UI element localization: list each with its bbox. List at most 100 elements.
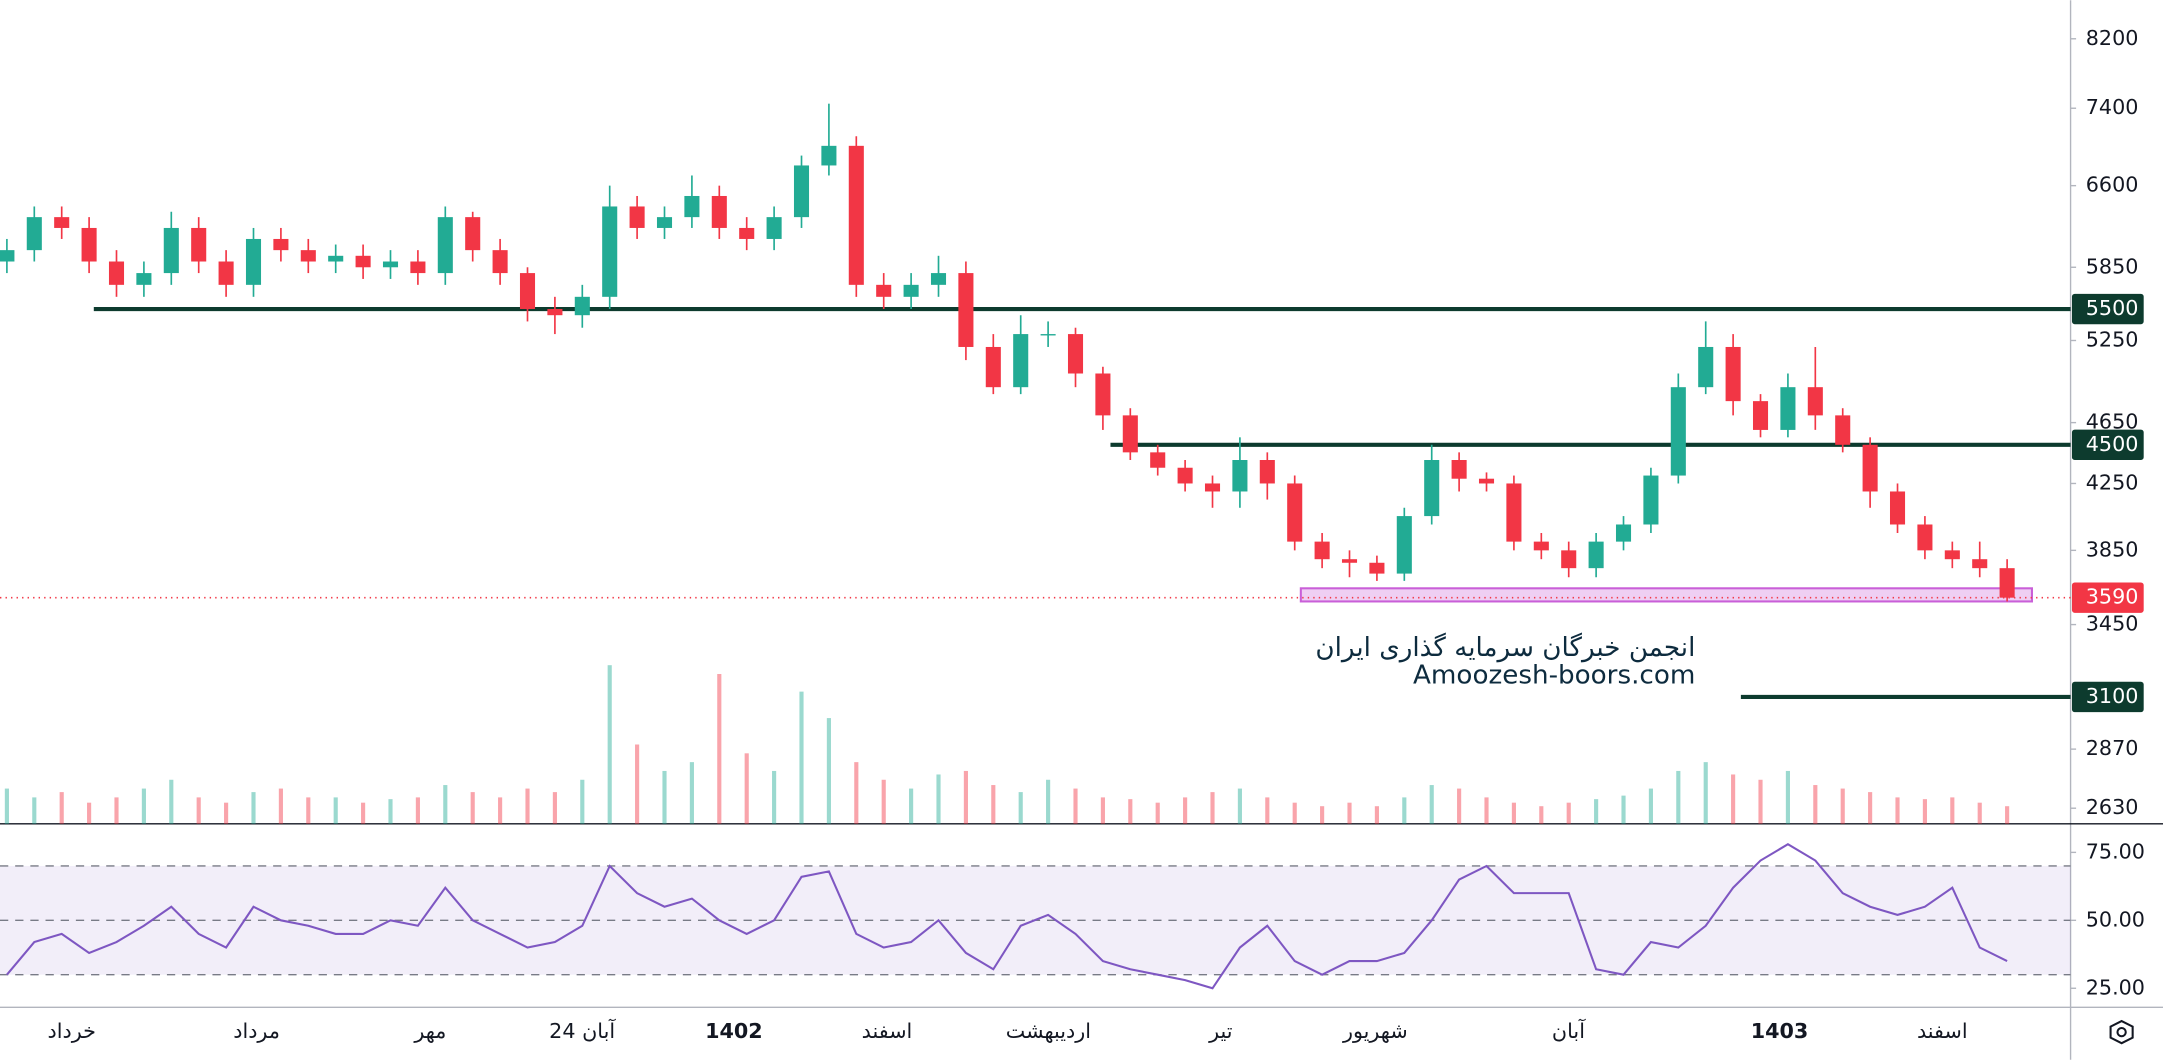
candle-body <box>136 273 152 285</box>
volume-bar <box>662 770 667 824</box>
last-price-label: 3590 <box>2086 585 2139 609</box>
candle-body <box>410 261 426 274</box>
volume-bar <box>1457 788 1462 824</box>
volume-bar <box>1100 797 1105 824</box>
volume-bar <box>1840 788 1845 824</box>
candle-body <box>1780 387 1796 430</box>
candle-body <box>574 296 590 316</box>
volume-bar <box>1484 797 1489 824</box>
candle-body <box>903 284 919 297</box>
level-label-box <box>2071 293 2144 325</box>
volume-bar <box>607 665 612 824</box>
volume-bar <box>4 788 9 824</box>
candle-body <box>26 217 42 251</box>
candle-body <box>163 227 179 274</box>
volume-bar <box>1018 792 1023 824</box>
x-tick-label: اسفند <box>1917 1019 1968 1043</box>
candle-body <box>1917 524 1933 551</box>
candle-body <box>1944 550 1960 560</box>
volume-bar <box>1046 779 1051 824</box>
x-tick-label: 24 آبان <box>549 1018 616 1043</box>
volume-bar <box>826 718 831 824</box>
volume-bar <box>963 770 968 824</box>
volume-bar <box>525 788 530 824</box>
y-tick-label: 3450 <box>2086 612 2139 636</box>
level-label: 3100 <box>2086 684 2139 708</box>
volume-bar <box>1758 779 1763 824</box>
volume-bar <box>881 779 886 824</box>
x-tick-label: اسفند <box>862 1019 913 1043</box>
candle-body <box>328 255 344 262</box>
candle-body <box>793 165 810 218</box>
volume-bar <box>580 779 585 824</box>
settings-dot[interactable] <box>2116 1026 2127 1038</box>
y-tick-label: 8200 <box>2086 26 2139 50</box>
volume-bar <box>936 774 941 824</box>
support-zone <box>1299 587 2033 603</box>
candle-body <box>1615 524 1632 542</box>
candle-body <box>1013 334 1029 388</box>
volume-bar <box>470 792 475 824</box>
candle-body <box>81 227 97 262</box>
x-tick-label: خرداد <box>48 1019 96 1043</box>
candle-body <box>1424 460 1440 517</box>
candle-body <box>1341 559 1358 563</box>
volume-bar <box>87 802 92 824</box>
x-tick-label: شهریور <box>1342 1019 1408 1043</box>
volume-bar <box>689 762 694 824</box>
volume-bar <box>1731 774 1736 824</box>
candle-body <box>1150 452 1166 468</box>
candle-body <box>245 238 262 285</box>
candle-body <box>876 284 892 297</box>
candle-body <box>848 145 864 285</box>
volume-bar <box>1895 797 1900 824</box>
volume-bar <box>59 792 64 824</box>
volume-bar <box>1594 799 1599 824</box>
y-tick-label: 3850 <box>2086 537 2139 561</box>
candle-body <box>1561 550 1577 569</box>
y-tick-label: 5250 <box>2086 327 2139 351</box>
candle-body <box>1698 346 1714 388</box>
candle-body <box>437 217 453 274</box>
y-tick-label: 4650 <box>2086 410 2139 434</box>
y-tick-label: 7400 <box>2086 95 2139 119</box>
volume-bar <box>114 797 119 824</box>
volume-bar <box>717 674 722 824</box>
rsi-tick-label: 25.00 <box>2086 975 2145 999</box>
volume-bar <box>1785 770 1790 824</box>
candle-body <box>1095 373 1111 416</box>
settings-hexagon[interactable] <box>2109 1019 2134 1045</box>
candle-body <box>1040 334 1056 336</box>
volume-bar <box>1265 797 1270 824</box>
rsi-tick-label: 75.00 <box>2086 839 2145 863</box>
candle-body <box>711 195 727 228</box>
volume-bar <box>1155 802 1160 824</box>
candle-body <box>1972 559 1988 569</box>
volume-bar <box>1977 802 1982 824</box>
candle-body <box>1889 491 1906 525</box>
candle-body <box>465 217 481 251</box>
volume-bar <box>1374 806 1379 824</box>
volume-bar <box>1539 806 1544 824</box>
candle-body <box>1451 460 1467 479</box>
settings-icon[interactable] <box>2109 1019 2134 1045</box>
candle-body <box>602 206 618 297</box>
candle-body <box>191 227 207 262</box>
volume-bar <box>415 797 420 824</box>
volume-bar <box>1676 770 1681 824</box>
candle-body <box>273 238 289 251</box>
candle-body <box>1670 387 1686 476</box>
volume-bar <box>799 691 804 824</box>
volume-bar <box>1402 797 1407 824</box>
level-label-box <box>2071 681 2144 713</box>
candle-body <box>1396 516 1412 574</box>
watermark-title: انجمن خبرگان سرمایه گذاری ایران <box>1315 632 1695 663</box>
y-tick-label: 2870 <box>2086 736 2139 760</box>
candle-body <box>766 217 782 239</box>
volume-bar <box>552 792 557 824</box>
volume-bar <box>1922 799 1927 824</box>
watermark-url: Amoozesh-boors.com <box>1413 661 1695 691</box>
candle-body <box>958 273 974 347</box>
